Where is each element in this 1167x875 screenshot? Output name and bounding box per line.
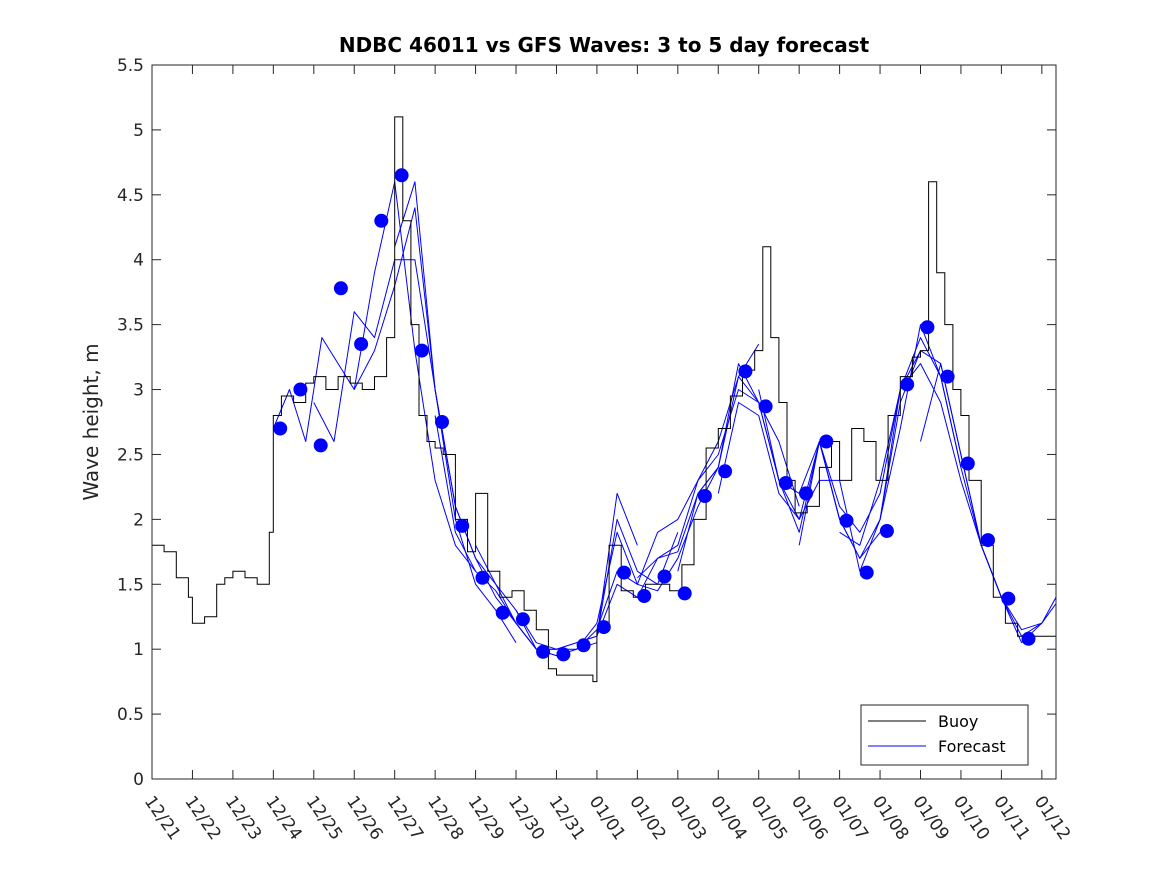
forecast-marker: [354, 337, 369, 352]
forecast-marker: [1021, 631, 1036, 646]
chart-title: NDBC 46011 vs GFS Waves: 3 to 5 day fore…: [339, 33, 870, 57]
forecast-marker: [576, 638, 591, 653]
forecast-marker: [617, 565, 631, 580]
y-axis: 0 0.5 1 1.5 2 2.5 3 3.5 4 4.5 5 5.5: [117, 56, 1056, 790]
forecast-marker: [273, 421, 288, 436]
y-tick-label: 5.5: [117, 56, 144, 76]
forecast-marker: [839, 513, 854, 528]
y-tick-label: 0: [133, 770, 144, 790]
forecast-marker: [697, 489, 712, 503]
buoy-trace: [152, 116, 1056, 683]
legend-forecast-label: Forecast: [938, 737, 1006, 756]
forecast-marker: [333, 281, 348, 296]
y-tick-label: 1.5: [117, 575, 144, 595]
forecast-marker: [677, 586, 692, 601]
legend-buoy-label: Buoy: [938, 712, 978, 731]
forecast-marker: [637, 589, 652, 603]
y-tick-label: 0.5: [117, 705, 144, 725]
forecast-marker: [293, 382, 308, 397]
forecast-marker: [435, 415, 449, 429]
forecast-marker: [475, 570, 490, 585]
forecast-line-9: [637, 363, 841, 579]
y-tick-label: 2.5: [117, 445, 144, 465]
plot-frame: [151, 64, 1057, 780]
forecast-marker: [819, 434, 834, 449]
y-axis-label: Wave height, m: [79, 343, 103, 500]
forecast-marker: [455, 518, 470, 533]
forecast-marker: [758, 399, 773, 414]
forecast-line-0: [272, 181, 476, 572]
y-tick-label: 3.5: [117, 316, 144, 336]
forecast-marker: [981, 533, 995, 548]
forecast-marker: [374, 213, 389, 228]
forecast-marker: [536, 644, 551, 659]
forecast-marker: [414, 343, 429, 358]
y-tick-label: 4.5: [117, 186, 144, 206]
forecast-marker: [879, 524, 894, 538]
forecast-marker: [495, 605, 510, 620]
y-tick-label: 1: [133, 640, 144, 660]
y-tick-label: 2: [133, 510, 144, 530]
forecast-marker: [596, 620, 611, 635]
forecast-marker: [556, 647, 571, 662]
forecast-line-1: [313, 259, 517, 643]
forecast-markers: [273, 168, 1036, 662]
forecast-marker: [515, 612, 530, 627]
forecast-marker: [940, 369, 955, 384]
legend: Buoy Forecast: [860, 704, 1029, 766]
forecast-line-5: [475, 518, 679, 650]
forecast-marker: [799, 486, 813, 501]
forecast-line-14: [839, 363, 1042, 631]
forecast-marker: [1001, 591, 1016, 606]
y-tick-label: 4: [133, 251, 144, 271]
forecast-marker: [394, 168, 409, 183]
forecast-marker: [313, 438, 328, 453]
forecast-marker: [778, 476, 793, 490]
forecast-marker: [859, 565, 874, 580]
buoy-line: [152, 116, 1056, 683]
forecast-marker: [960, 456, 975, 471]
forecast-line-7: [556, 343, 760, 657]
y-tick-label: 5: [133, 121, 144, 141]
forecast-marker: [738, 364, 753, 379]
y-tick-label: 3: [133, 381, 144, 401]
forecast-marker: [920, 320, 935, 335]
forecast-marker: [657, 569, 672, 584]
forecast-marker: [900, 377, 915, 392]
forecast-line-8: [596, 389, 800, 637]
legend-box: [860, 704, 1029, 766]
forecast-marker: [718, 464, 733, 479]
